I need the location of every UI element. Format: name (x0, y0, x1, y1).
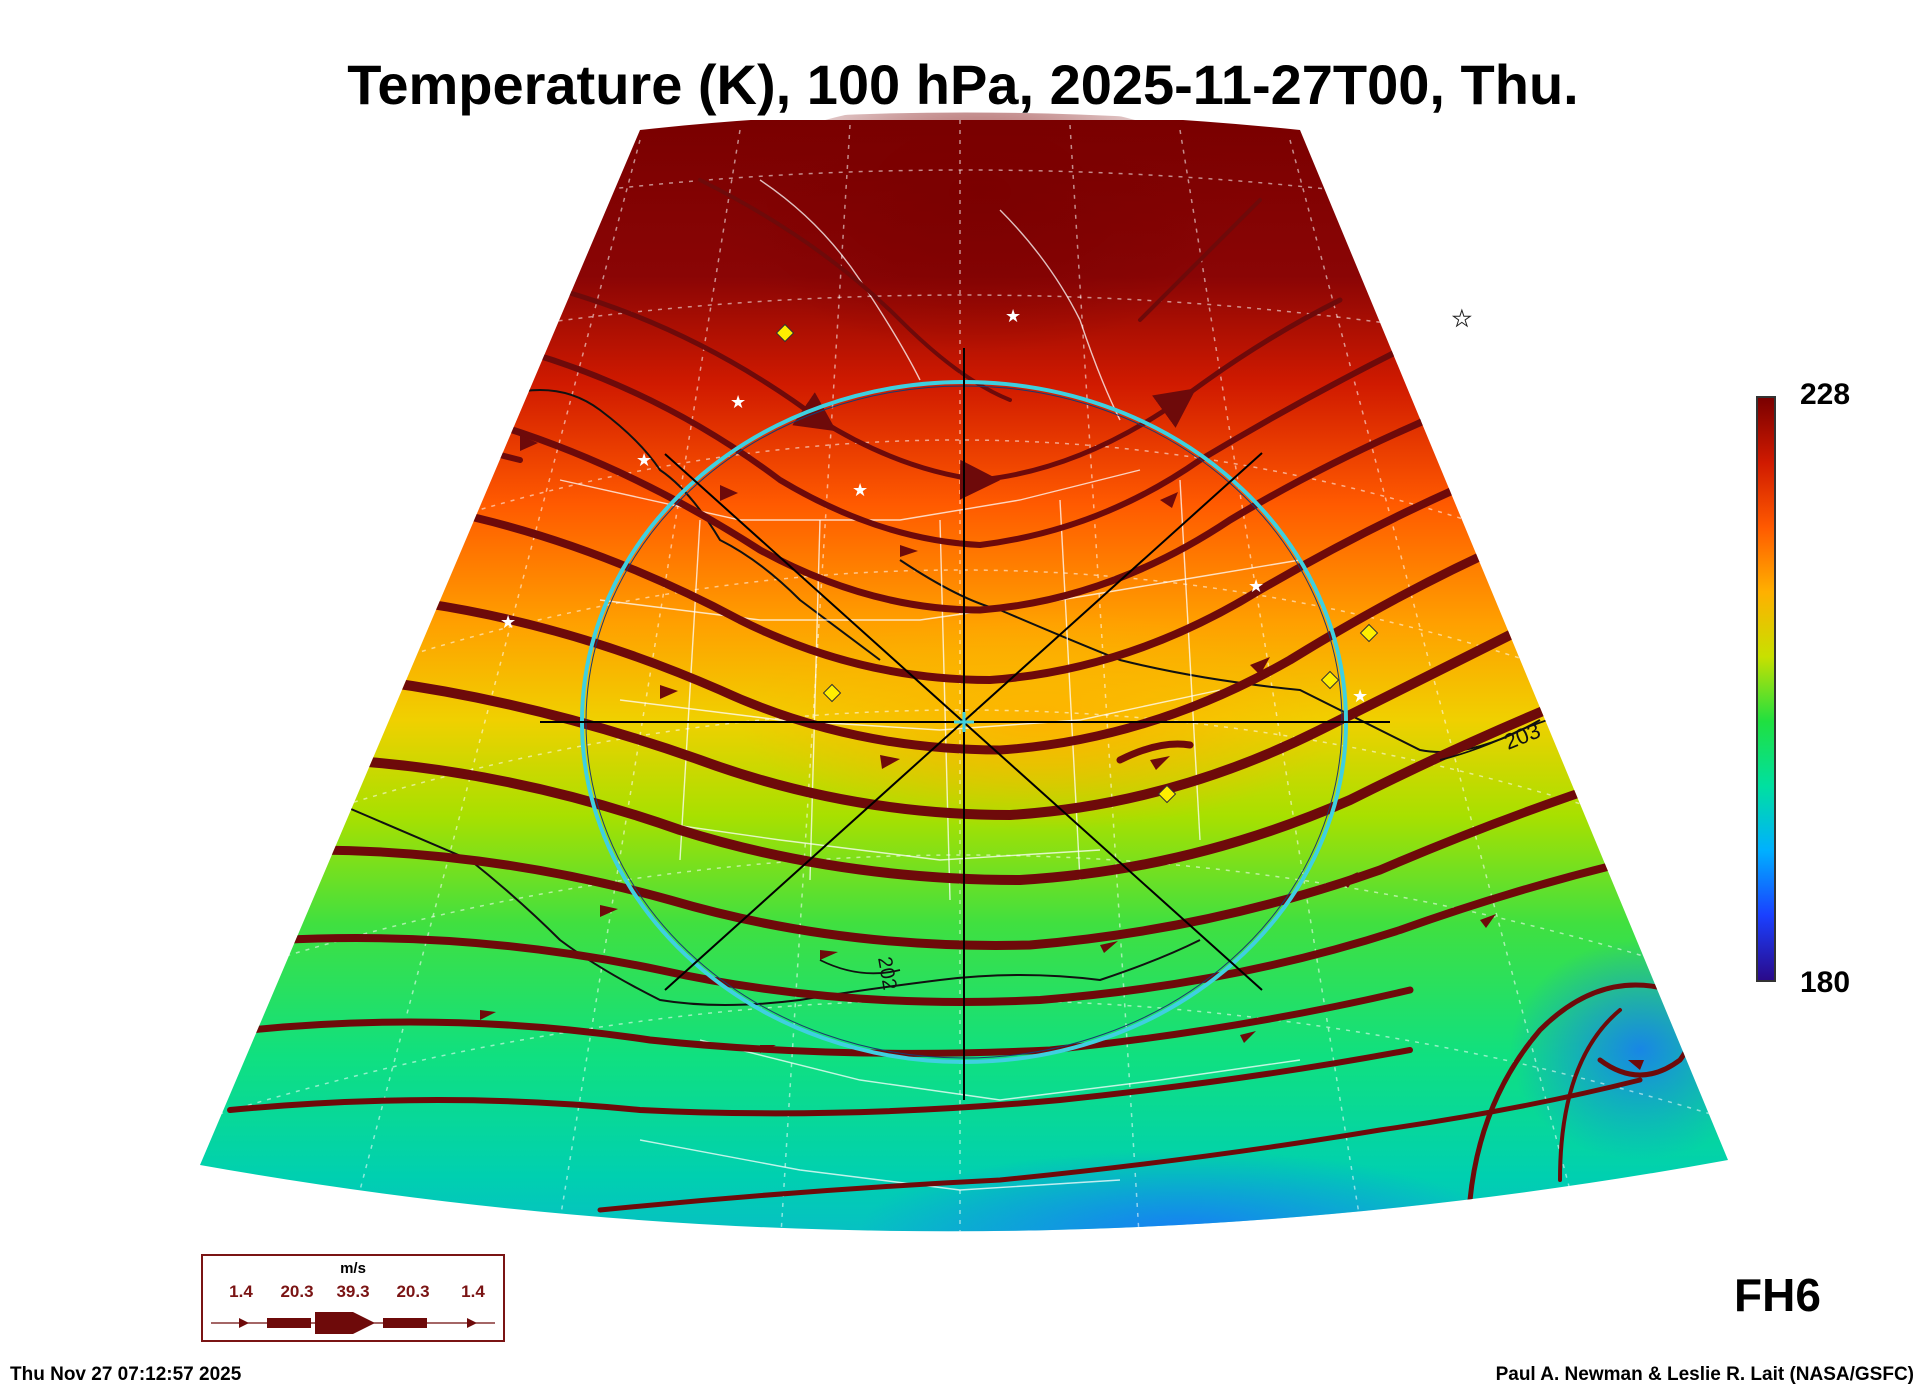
white-star-marker: ★ (1352, 686, 1368, 707)
streamline (1558, 1008, 1622, 1182)
station-markers: ★ ★ ★ ★ ★ ★ ★ ★ ★ (500, 306, 1484, 804)
chart-title: Temperature (K), 100 hPa, 2025-11-27T00,… (347, 53, 1579, 116)
streamline (1467, 982, 1696, 1203)
streamline (335, 675, 1625, 886)
colorbar-min-label: 180 (1800, 966, 1851, 999)
wind-legend-value: 39.3 (336, 1282, 370, 1301)
target-center-marker (954, 712, 974, 732)
streamline (436, 466, 1504, 685)
streamline (1138, 198, 1262, 322)
colorbar-max-label: 228 (1800, 378, 1851, 411)
wind-legend-value: 1.4 (229, 1282, 253, 1301)
white-star-marker: ★ (500, 612, 516, 633)
streamline (1116, 740, 1194, 764)
temperature-field: 203 202 (200, 112, 1728, 1232)
yellow-diamond-marker (775, 323, 795, 343)
streamline (476, 406, 1454, 614)
white-star-marker: ★ (1468, 524, 1484, 545)
streamline (517, 347, 1403, 549)
streamline (365, 595, 1585, 821)
yellow-diamond-marker (1320, 670, 1340, 690)
white-star-marker: ★ (730, 392, 746, 413)
streamline (276, 846, 1684, 1006)
wind-legend-value: 20.3 (280, 1282, 314, 1301)
wind-legend-arrows (211, 1312, 495, 1334)
streamline (557, 287, 1343, 500)
generated-timestamp: Thu Nov 27 07:12:57 2025 (10, 1364, 242, 1385)
colorbar (1756, 396, 1776, 982)
wind-legend-value: 20.3 (396, 1282, 430, 1301)
author-credit: Paul A. Newman & Leslie R. Lait (NASA/GS… (1495, 1364, 1914, 1385)
wind-speed-legend: m/s 1.4 20.3 39.3 20.3 1.4 (201, 1254, 505, 1342)
white-star-marker: ★ (1248, 576, 1264, 597)
white-star-marker: ★ (852, 480, 868, 501)
stream-arrowheads (480, 435, 1644, 1070)
streamline (395, 525, 1545, 755)
streamline (305, 765, 1655, 950)
yellow-diamond-marker (1359, 623, 1379, 643)
wind-legend-unit: m/s (340, 1260, 366, 1277)
streamline (227, 1047, 1413, 1117)
wind-legend-value: 1.4 (461, 1282, 485, 1301)
outline-star-marker: ★ (1452, 307, 1472, 332)
yellow-diamond-marker (822, 683, 842, 703)
target-overlay (540, 348, 1390, 1100)
yellow-diamond-marker (1157, 784, 1177, 804)
forecast-hour-label: FH6 (1734, 1269, 1821, 1321)
cold-pocket-s (860, 1150, 1500, 1232)
white-star-marker: ★ (1005, 306, 1021, 327)
cold-pocket-se (1510, 940, 1728, 1160)
streamline (246, 986, 1414, 1057)
white-star-marker: ★ (636, 450, 652, 471)
streamline (597, 1077, 1643, 1213)
